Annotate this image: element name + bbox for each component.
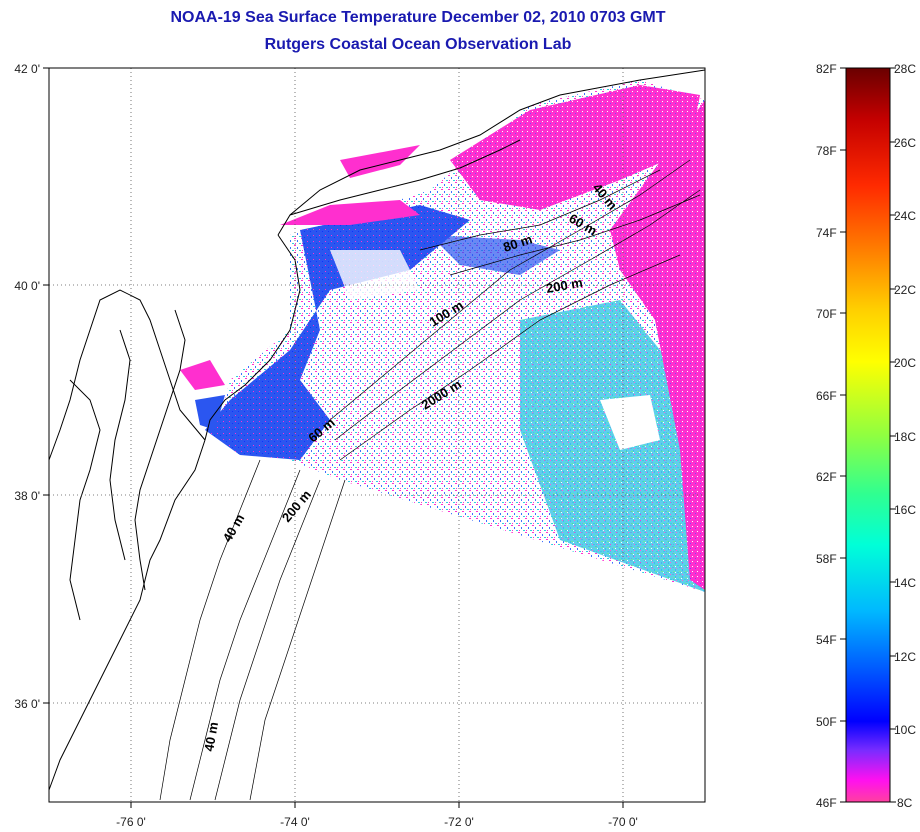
colorbar-f-label: 78F — [816, 144, 837, 158]
sst-swath — [180, 80, 705, 592]
lon-tick-label: -74 0' — [280, 815, 310, 829]
lat-tick-label: 40 0' — [14, 279, 40, 293]
colorbar-c-label: 20C — [894, 356, 916, 370]
colorbar-f-label: 58F — [816, 552, 837, 566]
colorbar-f-label: 50F — [816, 715, 837, 729]
colorbar-c-label: 10C — [894, 723, 916, 737]
lon-tick-label: -72 0' — [444, 815, 474, 829]
colorbar-f-label: 66F — [816, 389, 837, 403]
map-title: NOAA-19 Sea Surface Temperature December… — [170, 9, 666, 26]
colorbar-c-label: 26C — [894, 136, 916, 150]
colorbar-f-label: 74F — [816, 226, 837, 240]
colorbar-f-label: 62F — [816, 470, 837, 484]
lon-tick-label: -76 0' — [116, 815, 146, 829]
lon-tick-label: -70 0' — [608, 815, 638, 829]
bathymetry-contours — [159, 159, 701, 801]
colorbar-f-label: 70F — [816, 307, 837, 321]
lat-tick-label: 38 0' — [14, 489, 40, 503]
depth-label: 40 m — [201, 721, 221, 753]
colorbar-gradient — [845, 67, 891, 803]
lat-tick-label: 36 0' — [14, 697, 40, 711]
colorbar-c-label: 22C — [894, 283, 916, 297]
colorbar-c-label: 8C — [897, 796, 913, 810]
colorbar-c-label: 24C — [894, 209, 916, 223]
colorbar-f-label: 46F — [816, 796, 837, 810]
colorbar-c-label: 18C — [894, 430, 916, 444]
colorbar-f-label: 82F — [816, 62, 837, 76]
colorbar: 82F 78F 74F 70F 66F 62F 58F 54F 50F 46F … — [816, 62, 916, 810]
graticule — [49, 68, 705, 802]
lat-tick-label: 42 0' — [14, 62, 40, 76]
colorbar-c-label: 16C — [894, 503, 916, 517]
coastline — [48, 69, 706, 791]
map-subtitle: Rutgers Coastal Ocean Observation Lab — [264, 36, 572, 53]
colorbar-c-label: 28C — [894, 62, 916, 76]
colorbar-c-label: 12C — [894, 650, 916, 664]
colorbar-f-label: 54F — [816, 633, 837, 647]
colorbar-c-label: 14C — [894, 576, 916, 590]
depth-label: 200 m — [545, 275, 584, 296]
